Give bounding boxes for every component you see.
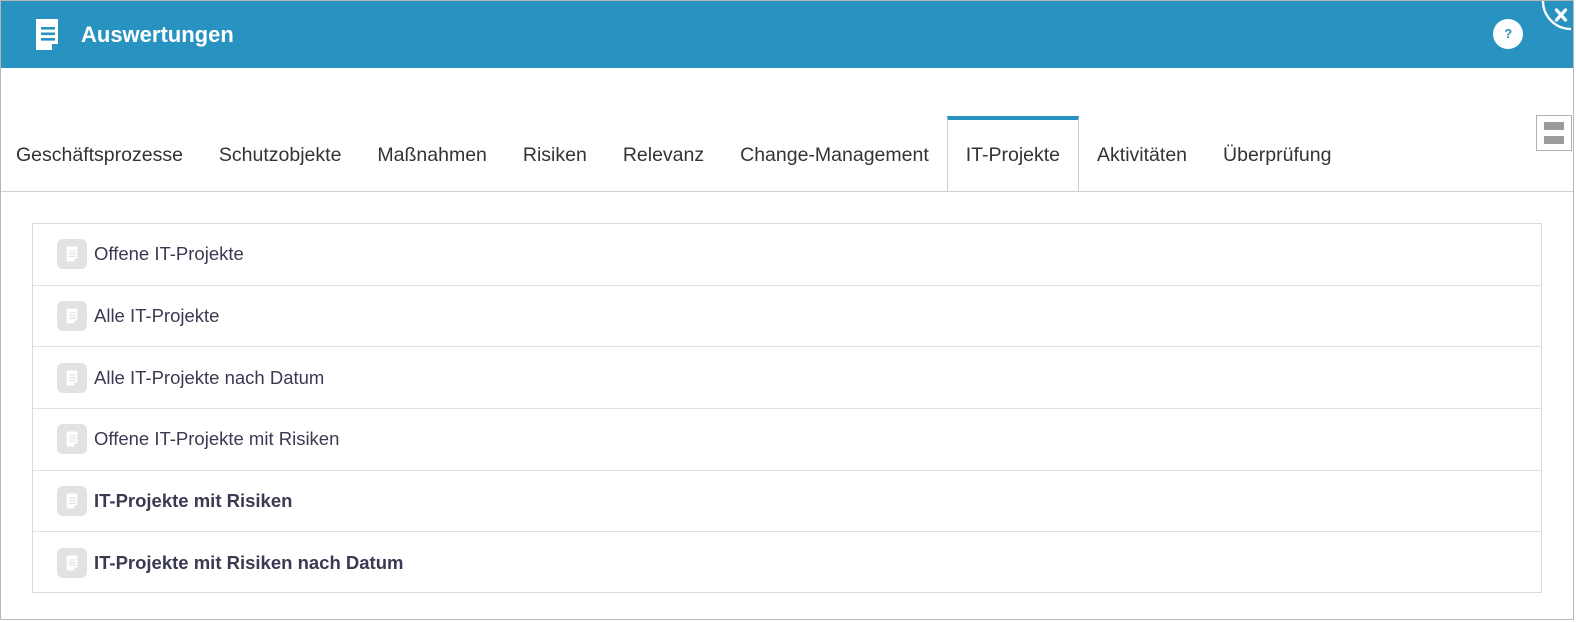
svg-text:?: ? (1504, 26, 1512, 41)
